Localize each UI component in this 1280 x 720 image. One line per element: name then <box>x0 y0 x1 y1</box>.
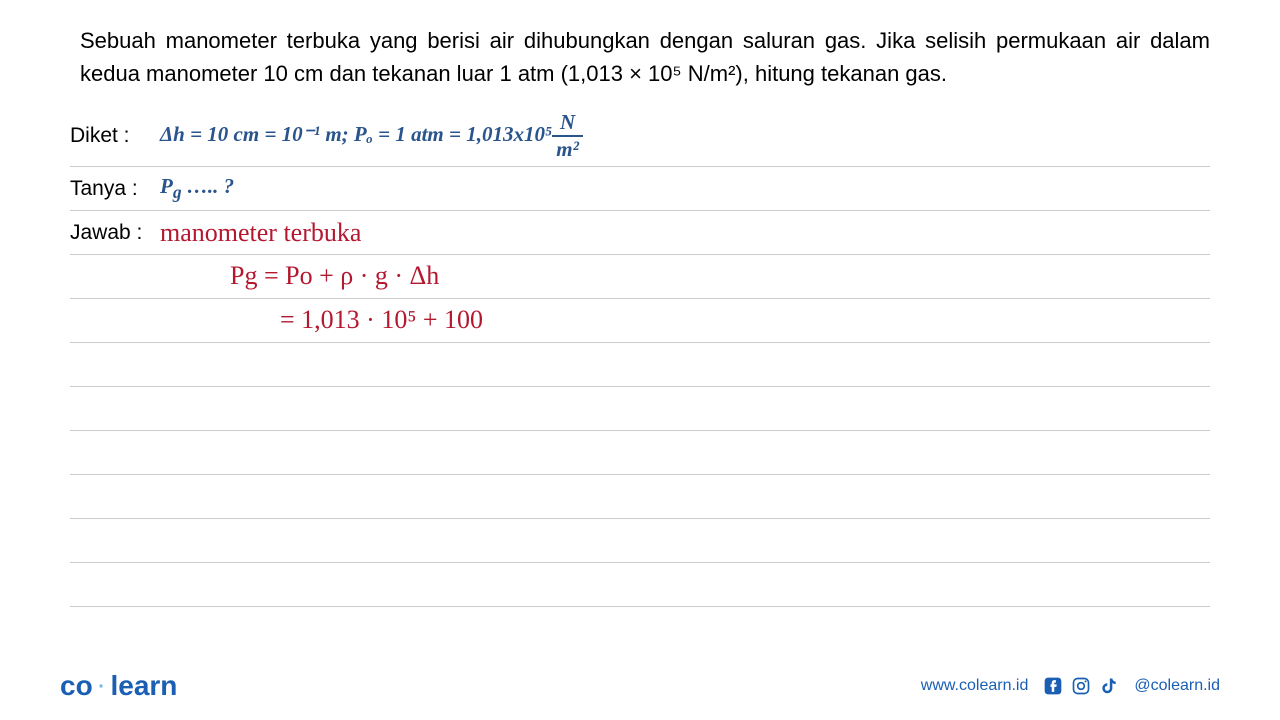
empty-line <box>70 431 1210 475</box>
empty-line <box>70 563 1210 607</box>
website-url: www.colearn.id <box>921 677 1029 695</box>
facebook-icon <box>1042 675 1064 697</box>
fraction: Nm² <box>552 112 583 160</box>
empty-line <box>70 343 1210 387</box>
problem-statement: Sebuah manometer terbuka yang berisi air… <box>70 24 1210 90</box>
empty-line <box>70 475 1210 519</box>
logo-dot: · <box>93 676 111 698</box>
tanya-row: Tanya : Pg ….. ? <box>70 167 1210 211</box>
footer-right: www.colearn.id @colearn.id <box>921 675 1220 697</box>
jawab-row: Jawab : manometer terbuka <box>70 211 1210 255</box>
calc-line-1: Pg = Po + ρ · g · Δh <box>70 255 1210 299</box>
worksheet-content: Sebuah manometer terbuka yang berisi air… <box>0 0 1280 607</box>
calc-line-2: = 1,013 · 10⁵ + 100 <box>70 299 1210 343</box>
instagram-icon <box>1070 675 1092 697</box>
tanya-value: Pg ….. ? <box>160 174 234 203</box>
problem-text: Sebuah manometer terbuka yang berisi air… <box>80 28 1210 86</box>
social-icons <box>1042 675 1120 697</box>
tiktok-icon <box>1098 675 1120 697</box>
diket-value: Δh = 10 cm = 10⁻¹ m; Pₒ = 1 atm = 1,013x… <box>160 112 583 160</box>
empty-line <box>70 519 1210 563</box>
diket-label: Diket : <box>70 124 160 148</box>
jawab-label: Jawab : <box>70 221 160 245</box>
footer: co · learn www.colearn.id @colearn.id <box>0 670 1280 702</box>
jawab-line1: manometer terbuka <box>160 218 361 248</box>
empty-line <box>70 387 1210 431</box>
tanya-label: Tanya : <box>70 177 160 201</box>
diket-row: Diket : Δh = 10 cm = 10⁻¹ m; Pₒ = 1 atm … <box>70 106 1210 167</box>
brand-logo: co · learn <box>60 670 177 702</box>
social-handle: @colearn.id <box>1134 677 1220 695</box>
